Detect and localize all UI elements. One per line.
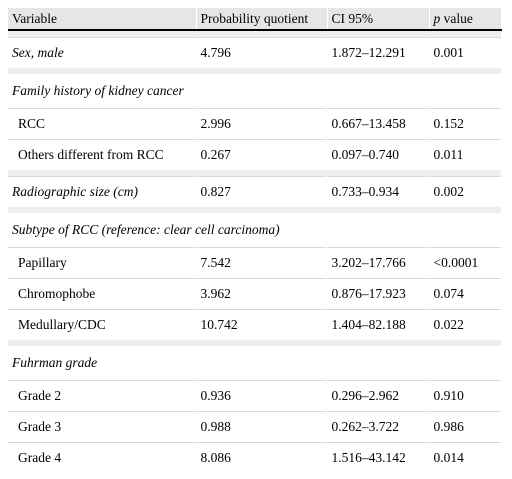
section-title-row: Fuhrman grade	[8, 346, 502, 381]
row-variable: Grade 2	[8, 380, 197, 412]
row-p-value: 0.074	[428, 278, 502, 310]
section-title: Fuhrman grade	[8, 346, 502, 381]
row-variable: RCC	[8, 108, 197, 140]
row-variable: Medullary/CDC	[8, 309, 197, 340]
header-p-rest: value	[440, 10, 473, 26]
row-ci-95: 0.667–13.458	[326, 108, 430, 140]
section-title: Subtype of RCC (reference: clear cell ca…	[8, 213, 502, 248]
section-spacer	[8, 170, 501, 177]
row-variable: Papillary	[8, 247, 197, 279]
row-ci-95: 0.097–0.740	[326, 139, 430, 170]
row-probability-quotient: 4.796	[195, 37, 328, 68]
row-variable: Sex, male	[8, 37, 197, 68]
row-probability-quotient: 3.962	[195, 278, 328, 310]
section-spacer	[8, 30, 501, 38]
row-p-value: 0.001	[428, 37, 502, 68]
header-variable: Variable	[8, 8, 197, 31]
table-row: Papillary 7.542 3.202–17.766 <0.0001	[8, 247, 502, 279]
row-ci-95: 0.262–3.722	[326, 411, 430, 443]
row-p-value: 0.986	[428, 411, 502, 443]
section-spacer	[8, 207, 501, 213]
table-row: Grade 2 0.936 0.296–2.962 0.910	[8, 380, 502, 412]
table-header-row: Variable Probability quotient CI 95% p v…	[8, 8, 502, 31]
row-variable: Others different from RCC	[8, 139, 197, 170]
row-probability-quotient: 0.827	[195, 176, 328, 207]
row-probability-quotient: 10.742	[195, 309, 328, 340]
row-p-value: 0.022	[428, 309, 502, 340]
spacer-cell	[8, 340, 501, 346]
table-row: Grade 3 0.988 0.262–3.722 0.986	[8, 411, 502, 443]
row-variable: Grade 3	[8, 411, 197, 443]
row-probability-quotient: 0.936	[195, 380, 328, 412]
row-p-value: 0.011	[428, 139, 502, 170]
bottom-crop	[0, 468, 512, 479]
section-spacer	[8, 68, 501, 74]
table-row: Chromophobe 3.962 0.876–17.923 0.074	[8, 278, 502, 310]
row-p-value: <0.0001	[428, 247, 502, 279]
spacer-cell	[8, 30, 501, 38]
spacer-cell	[8, 170, 501, 177]
row-p-value: 0.910	[428, 380, 502, 412]
row-variable: Radiographic size (cm)	[8, 176, 197, 207]
row-p-value: 0.152	[428, 108, 502, 140]
section-spacer	[8, 340, 501, 346]
section-title: Family history of kidney cancer	[8, 74, 502, 109]
table-row: Sex, male 4.796 1.872–12.291 0.001	[8, 37, 502, 68]
table-row: Medullary/CDC 10.742 1.404–82.188 0.022	[8, 309, 502, 340]
spacer-cell	[8, 68, 501, 74]
row-probability-quotient: 7.542	[195, 247, 328, 279]
regression-table: Variable Probability quotient CI 95% p v…	[8, 8, 502, 473]
row-p-value: 0.014	[428, 442, 502, 473]
row-ci-95: 0.296–2.962	[326, 380, 430, 412]
row-ci-95: 3.202–17.766	[326, 247, 430, 279]
table-row: Grade 4 8.086 1.516–43.142 0.014	[8, 442, 502, 473]
table-row: Radiographic size (cm) 0.827 0.733–0.934 0.…	[8, 176, 502, 207]
row-ci-95: 1.404–82.188	[326, 309, 430, 340]
table-body: Variable Probability quotient CI 95% p v…	[8, 8, 502, 473]
header-p-letter: p	[433, 10, 441, 26]
row-p-value: 0.002	[428, 176, 502, 207]
row-ci-95: 1.872–12.291	[326, 37, 430, 68]
row-probability-quotient: 8.086	[195, 442, 328, 473]
row-variable: Chromophobe	[8, 278, 197, 310]
row-probability-quotient: 0.267	[195, 139, 328, 170]
header-ci-95: CI 95%	[327, 8, 430, 31]
row-ci-95: 0.876–17.923	[326, 278, 430, 310]
row-probability-quotient: 2.996	[195, 108, 328, 140]
row-ci-95: 1.516–43.142	[326, 442, 430, 473]
section-title-row: Subtype of RCC (reference: clear cell ca…	[8, 213, 502, 248]
row-ci-95: 0.733–0.934	[326, 176, 430, 207]
table-row: RCC 2.996 0.667–13.458 0.152	[8, 108, 502, 140]
header-p-value: p value	[429, 8, 502, 31]
header-probability-quotient: Probability quotient	[196, 8, 328, 31]
spacer-cell	[8, 207, 501, 213]
section-title-row: Family history of kidney cancer	[8, 74, 502, 109]
table-row: Others different from RCC 0.267 0.097–0.74…	[8, 139, 502, 170]
row-probability-quotient: 0.988	[195, 411, 328, 443]
